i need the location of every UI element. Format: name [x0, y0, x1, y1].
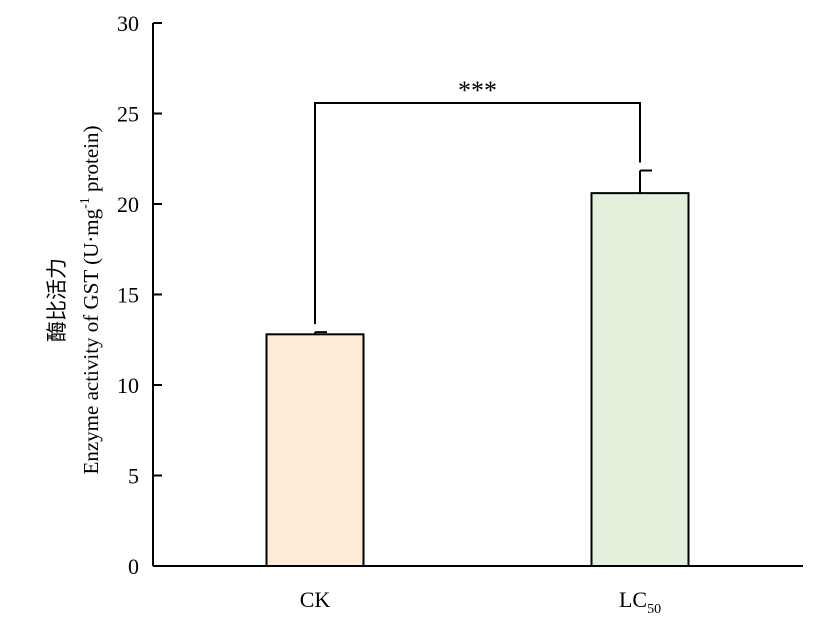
x-tick-label-main: CK [300, 587, 331, 612]
significance-bracket-line [314, 102, 641, 325]
error-bars [314, 169, 652, 335]
y-axis-label: 酶比活力 Enzyme activity of GST (U·mg-1 prot… [45, 126, 103, 475]
bar [590, 192, 690, 567]
bars [265, 192, 690, 567]
x-tick-label-subscript: 50 [647, 602, 661, 617]
y-axis-label-chinese: 酶比活力 [45, 258, 69, 342]
y-axis-label-english: Enzyme activity of GST (U·mg-1 protein) [78, 126, 103, 475]
y-tick-label: 30 [117, 11, 139, 36]
x-tick-label-main: LC [619, 587, 647, 612]
y-ticks: 0 5 10 15 20 25 30 [117, 11, 162, 579]
y-axis-label-end: protein) [79, 126, 103, 198]
significance-label: *** [458, 76, 497, 105]
significance-bracket: *** [314, 76, 641, 325]
y-tick-label: 0 [128, 554, 139, 579]
y-tick-label: 10 [117, 373, 139, 398]
y-axis-label-sup: -1 [78, 197, 93, 209]
y-tick-label: 5 [128, 464, 139, 489]
x-tick-labels: CK LC50 [300, 587, 661, 617]
y-tick-label: 25 [117, 102, 139, 127]
y-tick-label: 15 [117, 283, 139, 308]
y-tick-label: 20 [117, 192, 139, 217]
y-axis-label-main: Enzyme activity of GST (U·mg [79, 208, 103, 474]
bar [265, 333, 365, 567]
x-tick-label: LC50 [619, 587, 661, 617]
x-tick-label: CK [300, 587, 331, 612]
